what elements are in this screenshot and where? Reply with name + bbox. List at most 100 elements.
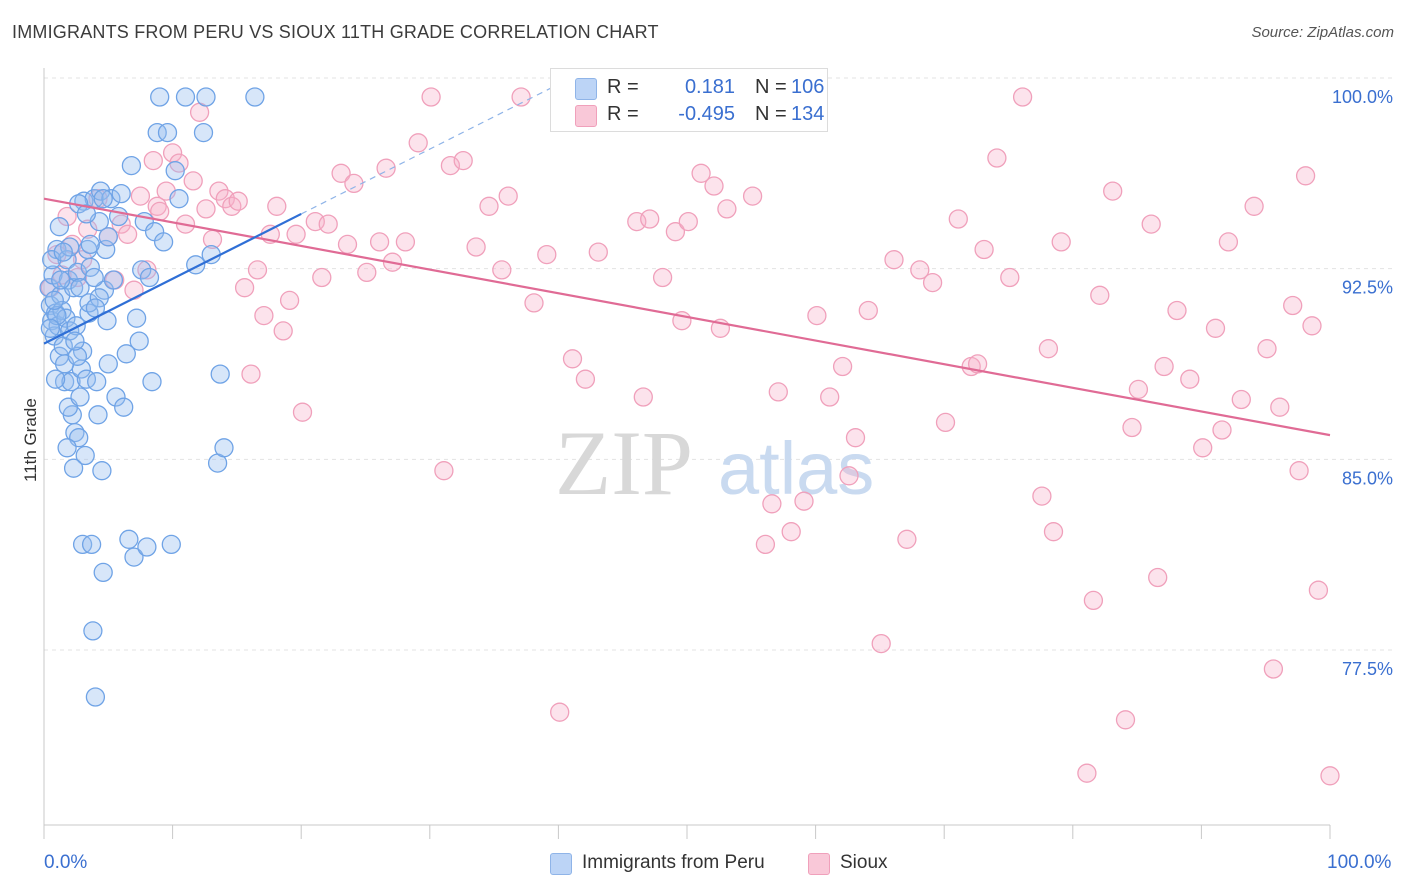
sioux-point	[247, 260, 268, 280]
sioux-point	[78, 219, 98, 239]
peru-point	[79, 293, 99, 313]
peru-point	[119, 529, 139, 549]
sioux-point	[72, 250, 93, 270]
sioux-point	[755, 534, 776, 555]
peru-point	[193, 122, 214, 143]
peru-point	[80, 257, 100, 277]
series-peru	[39, 87, 265, 707]
sioux-point	[1212, 420, 1232, 440]
correlation-legend: R = 0.181 N = 106 R = -0.495 N = 134	[550, 68, 828, 132]
peru-point	[90, 181, 111, 201]
sioux-point	[524, 293, 544, 313]
peru-point	[93, 189, 113, 209]
peru-point	[132, 260, 152, 280]
peru-point	[139, 267, 160, 288]
sioux-point	[511, 87, 531, 107]
sioux-point	[241, 364, 261, 384]
sioux-point	[267, 196, 287, 216]
peru-point	[70, 387, 90, 407]
series-legend-swatch-peru	[550, 853, 572, 875]
sioux-point	[1283, 295, 1303, 316]
sioux-point	[111, 214, 131, 234]
sioux-point	[453, 150, 473, 171]
peru-point	[169, 189, 189, 209]
sioux-point	[1115, 710, 1136, 730]
sioux-point	[440, 155, 461, 176]
peru-point	[93, 562, 113, 583]
sioux-point	[1103, 181, 1123, 201]
sioux-point	[633, 387, 653, 407]
peru-point	[61, 372, 81, 392]
legend-n-value: 134	[791, 103, 825, 125]
sioux-point	[1148, 567, 1168, 588]
sioux-point	[137, 260, 157, 280]
legend-n-value: 106	[791, 76, 825, 98]
sioux-point	[871, 633, 891, 654]
peru-point	[75, 445, 95, 466]
peru-point	[147, 122, 167, 143]
peru-point	[84, 267, 104, 288]
peru-point	[126, 308, 147, 328]
peru-point	[42, 250, 62, 270]
sioux-point	[1141, 214, 1161, 234]
sioux-point	[222, 196, 242, 216]
sioux-point	[575, 369, 596, 389]
y-axis-label: 11th Grade	[21, 398, 40, 482]
legend-r-label: R =	[607, 103, 639, 125]
peru-point	[83, 621, 103, 641]
legend-n-label: N =	[755, 103, 787, 125]
peru-point	[87, 372, 107, 392]
sioux-point	[1289, 461, 1309, 481]
sioux-point	[183, 171, 203, 191]
chart-title: IMMIGRANTS FROM PERU VS SIOUX 11TH GRADE…	[12, 22, 659, 42]
legend-r-value: -0.495	[678, 103, 735, 125]
sioux-point	[935, 412, 956, 433]
peru-point	[40, 318, 61, 338]
sioux-point	[845, 428, 866, 448]
sioux-point	[742, 186, 763, 206]
x-tick-label-max: 100.0%	[1327, 852, 1392, 873]
sioux-point	[1263, 659, 1284, 679]
peru-point	[70, 278, 90, 298]
sioux-point	[1180, 369, 1200, 389]
x-tick-label-min: 0.0%	[44, 852, 88, 873]
y-tick-label: 85.0%	[1342, 468, 1393, 488]
peru-point	[114, 397, 134, 417]
trend-lines	[43, 83, 1331, 437]
sioux-point	[717, 199, 737, 219]
sioux-point	[1295, 166, 1316, 186]
series-legend-swatch-sioux	[808, 853, 830, 875]
legend-swatch-peru	[575, 78, 597, 100]
peru-point	[137, 537, 157, 557]
sioux-point	[640, 209, 660, 229]
gridlines	[44, 77, 1392, 651]
sioux-point	[196, 199, 216, 219]
sioux-point	[762, 494, 782, 514]
watermark: ZIP atlas	[555, 412, 874, 514]
series-legend-label-sioux: Sioux	[840, 852, 888, 873]
peru-point	[142, 372, 162, 392]
sioux-point	[1193, 438, 1213, 458]
y-tick-label: 92.5%	[1342, 278, 1393, 298]
sioux-point	[562, 349, 583, 369]
peru-point	[101, 189, 121, 209]
sioux-point	[1032, 486, 1052, 506]
axes	[43, 68, 1331, 839]
sioux-point	[357, 262, 377, 283]
peru-point	[150, 87, 170, 107]
peru-point	[76, 204, 97, 224]
peru-point	[92, 461, 112, 481]
legend-row-peru: R = 0.181 N = 106	[575, 75, 825, 101]
peru-point	[45, 369, 66, 389]
peru-point	[81, 534, 102, 555]
sioux-point	[279, 290, 300, 311]
sioux-point	[948, 209, 968, 229]
sioux-point	[704, 176, 724, 196]
series-legend-label-peru: Immigrants from Peru	[582, 852, 765, 873]
sioux-point	[130, 186, 151, 206]
sioux-point	[910, 260, 930, 280]
peru-point	[51, 270, 71, 290]
peru-point	[89, 288, 109, 308]
peru-point	[98, 354, 118, 374]
